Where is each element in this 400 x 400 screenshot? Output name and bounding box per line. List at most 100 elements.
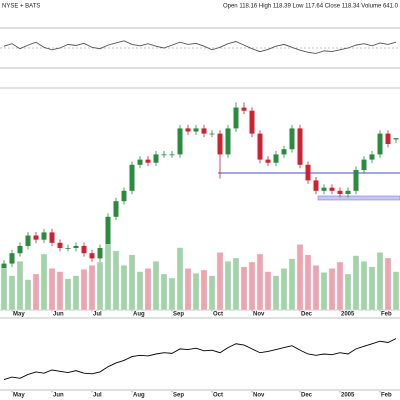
x-tick-label: Feb [381,312,392,318]
volume-bar [112,250,120,311]
volume-bar [200,269,208,311]
volume-bar [152,261,160,311]
candle-body [121,190,127,202]
candle-body [161,154,167,156]
x-tick-label: May [13,312,25,318]
candle-body [265,159,271,163]
candle-body [329,187,335,191]
x-tick-label: Jun [53,393,64,399]
volume-bar [40,253,48,311]
volume-bar [88,265,96,311]
x-tick-label: 2005 [341,312,355,318]
volume-bar [248,261,256,311]
x-tick-label: Dec [301,312,313,318]
volume-bar [288,258,296,311]
volume-bar [120,265,128,311]
volume-bar [368,266,376,311]
candle-body [289,128,295,150]
x-tick-label: Aug [133,312,145,318]
candle-body [377,133,383,155]
candle-body [145,159,151,163]
candle-body [177,128,183,155]
volume-bar [280,268,288,311]
volume-bar [384,257,392,311]
candle-body [257,133,263,160]
candle-body [201,128,207,134]
candle-body [129,164,135,191]
volume-bar [136,271,144,311]
candle-body [9,253,15,264]
volume-bar [72,275,80,311]
candle-body [57,242,63,248]
volume-bar [184,268,192,311]
candle-body [385,133,391,144]
candle-body [41,232,47,240]
volume-bar [104,244,112,311]
volume-bar [312,265,320,311]
volume-bar [0,268,8,311]
volume-bar [256,253,264,311]
volume-bar [128,254,136,311]
candle-body [249,110,255,134]
volume-bar [160,273,168,311]
candle-body [17,245,23,254]
candle-body [313,180,319,191]
candle-body [137,159,143,165]
x-tick-label: May [13,393,25,399]
x-tick-label: Nov [253,312,265,318]
volume-bar [376,252,384,311]
candle-body [281,149,287,155]
candle-body [369,154,375,160]
candle-body [169,154,175,156]
volume-bar [216,252,224,311]
candle-body [153,154,159,163]
candle-body [225,128,231,155]
x-tick-label: 2005 [341,393,355,399]
volume-bar [208,275,216,311]
candle-body [193,128,199,132]
candle-body [361,159,367,170]
volume-bar [336,261,344,311]
candle-body [241,107,247,111]
volume-bar [328,268,336,311]
x-tick-label: Aug [133,393,145,399]
volume-bar [304,254,312,311]
x-tick-label: Jun [53,312,64,318]
volume-bar [344,273,352,311]
volume-bar [8,275,16,311]
candle-body [321,187,327,191]
volume-bar [96,261,104,311]
volume-bar [16,261,24,311]
volume-bar [360,261,368,311]
candle-body [345,190,351,194]
x-tick-label: Feb [381,393,392,399]
candle-body [393,138,399,140]
candle-body [73,245,79,248]
x-tick-label: Oct [213,312,223,318]
x-tick-label: Sep [173,312,184,318]
indicator-line [3,40,397,54]
candle-body [105,216,111,248]
volume-bar [320,272,328,311]
candle-body [209,133,215,135]
volume-bar [24,279,32,311]
x-tick-label: Sep [173,393,184,399]
volume-bar [168,277,176,311]
candle-body [185,128,191,132]
x-tick-label: Oct [213,393,223,399]
x-tick-label: Jul [93,312,102,318]
volume-bar [296,244,304,311]
candle-body [25,235,31,246]
candle-body [89,253,95,259]
volume-bar [352,255,360,311]
candle-body [297,128,303,165]
volume-bar [224,261,232,311]
support-zone [317,195,400,201]
volume-bar [56,271,64,311]
quote-label: Open 118.16 High 118.39 Low 117.64 Close… [223,4,399,10]
candle-body [33,235,39,240]
candle-body [49,232,55,243]
x-tick-label: Nov [253,393,265,399]
volume-bar [192,273,200,311]
